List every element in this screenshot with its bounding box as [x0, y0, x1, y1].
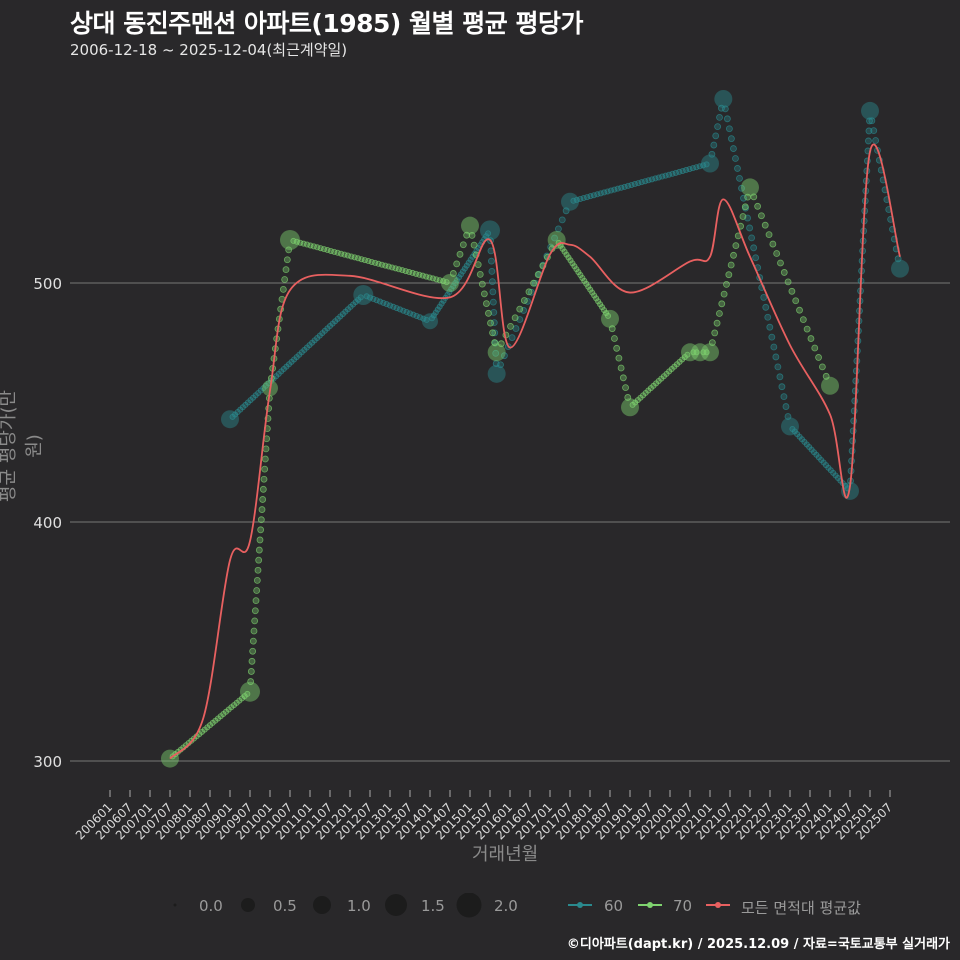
- legend-size-3: 1.5: [421, 897, 445, 915]
- legend-series-70: 70: [673, 897, 693, 915]
- legend-size-0: 0.0: [199, 897, 223, 915]
- source-footer: ©디아파트(dapt.kr) / 2025.12.09 / 자료=국토교통부 실…: [566, 937, 950, 952]
- legend-size-4: 2.0: [494, 897, 518, 915]
- chart-subtitle: 2006-12-18 ~ 2025-12-04(최근계약일): [70, 41, 348, 59]
- svg-text:500: 500: [33, 275, 62, 293]
- chart-title: 상대 동진주맨션 아파트(1985) 월별 평균 평당가: [70, 9, 583, 38]
- x-axis-label: 거래년월: [472, 844, 539, 865]
- legend: 0.0 0.5 1.0 1.5 2.0 60 70 모든 면적대 평균값: [0, 893, 960, 919]
- svg-text:400: 400: [33, 514, 62, 532]
- legend-size-1: 0.5: [273, 897, 297, 915]
- legend-size-2: 1.0: [347, 897, 371, 915]
- legend-series-avg: 모든 면적대 평균값: [741, 899, 861, 917]
- legend-series-60: 60: [604, 897, 624, 915]
- svg-text:300: 300: [33, 753, 62, 771]
